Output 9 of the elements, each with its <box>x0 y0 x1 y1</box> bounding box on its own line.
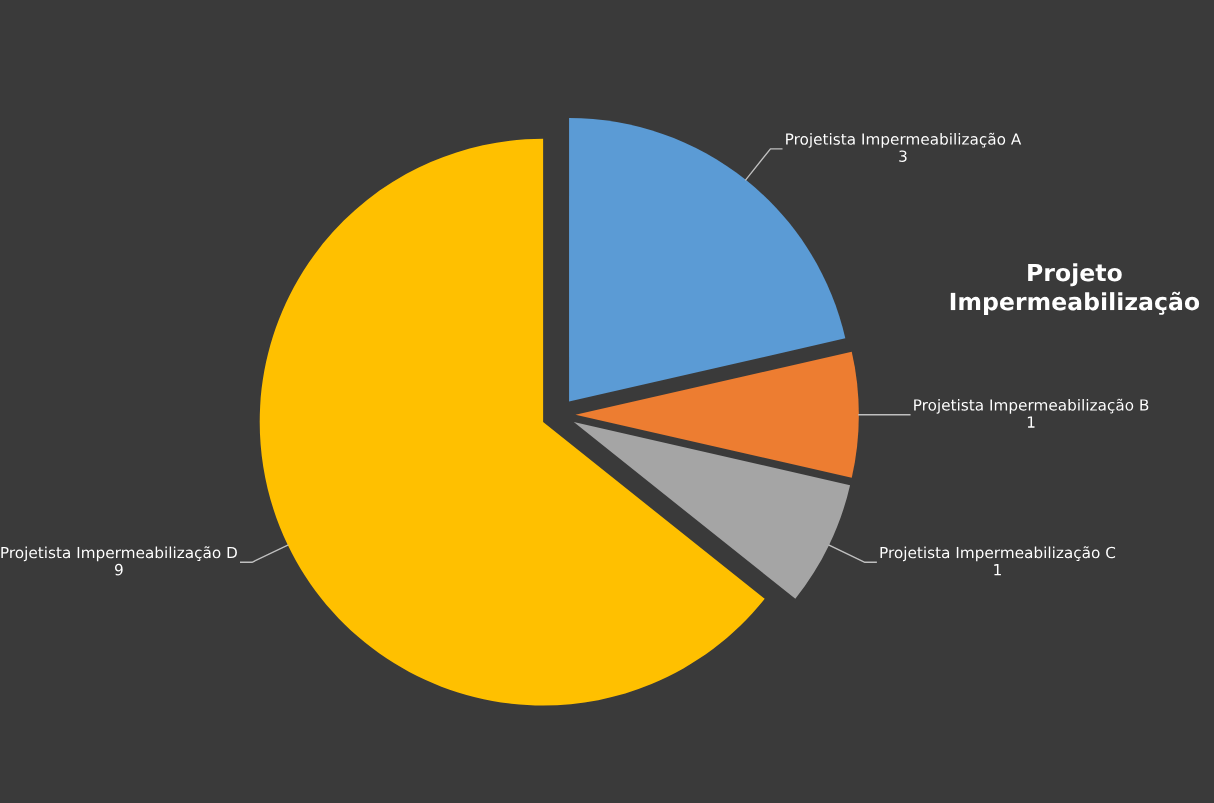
data-label: 1 <box>1027 416 1035 428</box>
data-label: 3 <box>899 150 907 162</box>
slice-label: Projetista Impermeabilização C <box>880 546 1116 562</box>
text: Projeto Impermeabilização <box>950 263 1200 315</box>
slice-label: Projetista Impermeabilização A <box>786 132 1022 148</box>
slice-label: Projetista Impermeabilização B <box>914 398 1149 414</box>
slice-label: Projetista Impermeabilização D <box>1 546 237 562</box>
data-label: 9 <box>114 563 123 576</box>
data-label: 1 <box>994 564 1001 576</box>
